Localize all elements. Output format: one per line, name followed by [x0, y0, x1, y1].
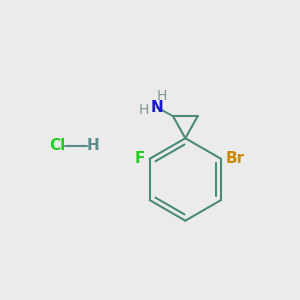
Text: Br: Br — [226, 151, 245, 166]
Text: N: N — [150, 100, 163, 115]
Text: F: F — [134, 151, 145, 166]
Text: H: H — [139, 103, 149, 117]
Text: Cl: Cl — [49, 138, 65, 153]
Text: H: H — [157, 89, 167, 103]
Text: H: H — [86, 138, 99, 153]
